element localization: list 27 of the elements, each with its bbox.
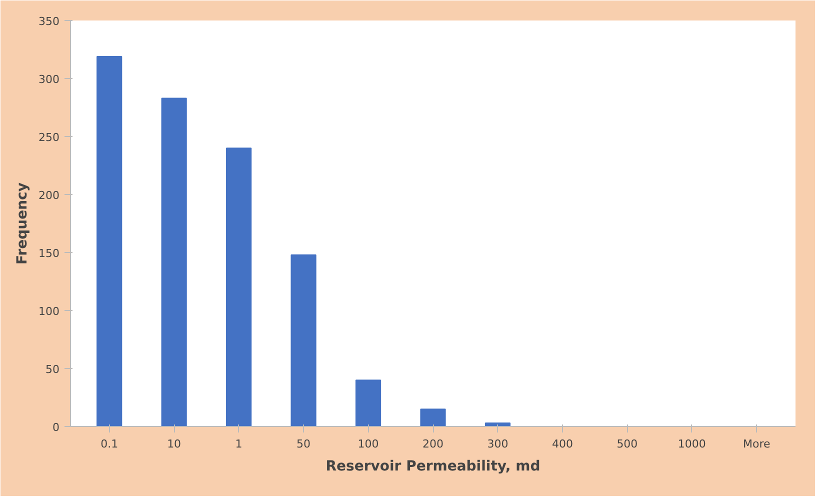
x-tick-label: 100 <box>358 438 379 450</box>
y-tick-label: 100 <box>38 305 60 318</box>
y-tick-label: 200 <box>38 189 60 202</box>
y-tick-label: 0 <box>52 421 60 434</box>
x-tick-label: More <box>743 438 771 450</box>
bar <box>226 148 252 426</box>
x-tick-label: 1 <box>235 438 242 450</box>
bar <box>96 56 122 426</box>
x-tick-label: 300 <box>487 438 508 450</box>
x-axis-title: Reservoir Permeability, md <box>326 458 540 474</box>
x-tick-label: 50 <box>296 438 311 450</box>
y-axis-title: Frequency <box>14 182 31 264</box>
x-tick-label: 400 <box>552 438 573 450</box>
y-tick-label: 300 <box>38 73 60 86</box>
bar <box>290 254 316 426</box>
y-tick-label: 150 <box>38 247 60 260</box>
x-tick-label: 0.1 <box>100 438 118 450</box>
x-tick-label: 1000 <box>678 438 706 450</box>
y-tick-label: 250 <box>38 131 60 144</box>
bar <box>161 98 187 426</box>
x-tick-label: 200 <box>422 438 444 450</box>
y-tick-label: 350 <box>38 15 60 28</box>
x-tick-label: 10 <box>167 438 182 450</box>
x-tick-label: 500 <box>616 438 638 450</box>
bar <box>355 380 382 426</box>
bar <box>420 408 446 426</box>
y-tick-label: 50 <box>46 363 60 376</box>
